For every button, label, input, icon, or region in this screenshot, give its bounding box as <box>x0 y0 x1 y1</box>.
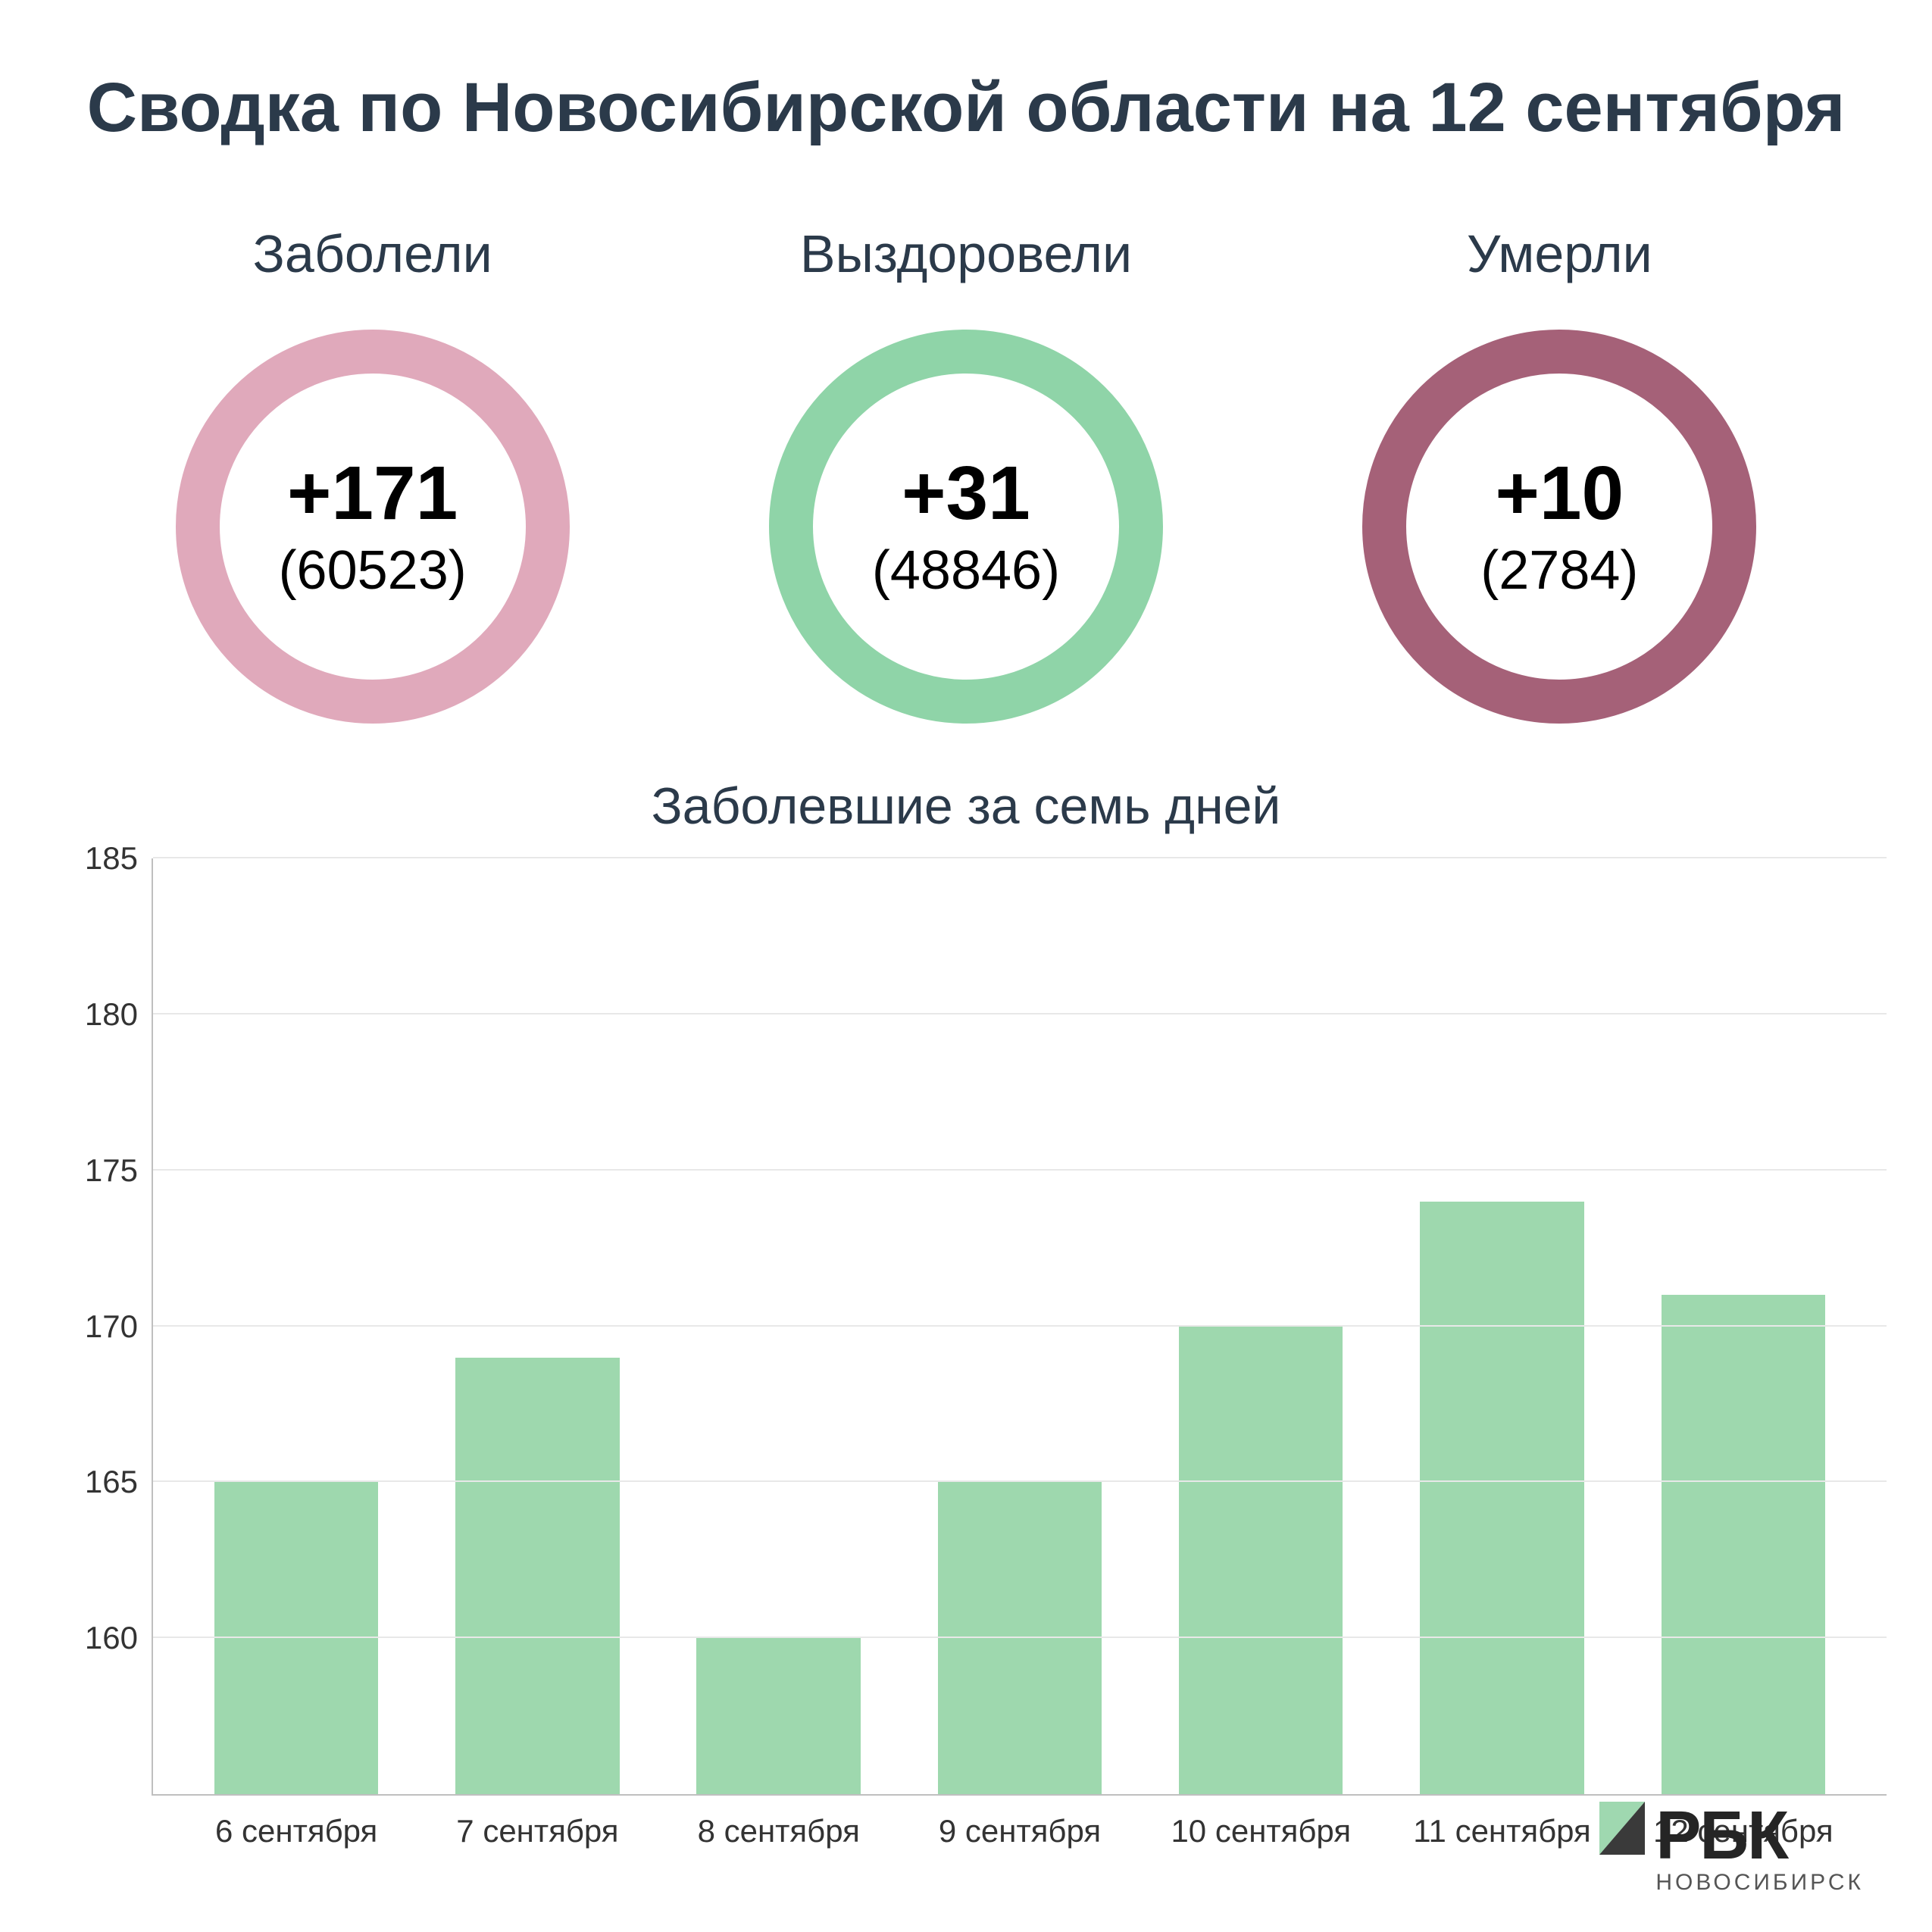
infographic-container: Сводка по Новосибирской области на 12 се… <box>0 0 1932 1932</box>
logo-text-sub: НОВОСИБИРСК <box>1655 1871 1864 1894</box>
chart-x-label: 6 сентября <box>215 1813 377 1849</box>
chart-y-label: 185 <box>85 840 153 877</box>
logo-text-main: РБК <box>1655 1802 1864 1870</box>
chart-gridline: 165 <box>153 1480 1887 1482</box>
chart-bar <box>1420 1202 1583 1794</box>
chart-bar <box>1662 1295 1825 1794</box>
chart-gridline: 160 <box>153 1637 1887 1638</box>
chart-bar <box>455 1358 619 1794</box>
stat-recovered: Выздоровели +31 (48846) <box>769 224 1163 724</box>
chart-bar <box>214 1482 378 1794</box>
stat-label: Заболели <box>253 224 492 284</box>
chart-y-label: 175 <box>85 1152 153 1189</box>
chart-gridline: 185 <box>153 857 1887 858</box>
chart-y-label: 170 <box>85 1308 153 1345</box>
logo-mark-icon <box>1599 1802 1645 1855</box>
stat-ring-deaths: +10 (2784) <box>1362 330 1756 724</box>
stat-total: (2784) <box>1480 539 1638 602</box>
chart-plot: 6 сентября7 сентября8 сентября9 сентября… <box>152 858 1887 1796</box>
stat-ring-infected: +171 (60523) <box>176 330 570 724</box>
stat-delta: +31 <box>902 452 1030 535</box>
chart-bar-wrap: 9 сентября <box>899 858 1140 1794</box>
chart-bars: 6 сентября7 сентября8 сентября9 сентября… <box>153 858 1887 1794</box>
chart-bar-wrap: 12 сентября <box>1623 858 1864 1794</box>
chart-title: Заболевшие за семь дней <box>45 777 1887 836</box>
chart-bar-wrap: 7 сентября <box>417 858 658 1794</box>
chart-bar-wrap: 11 сентября <box>1381 858 1622 1794</box>
chart-bar <box>1179 1327 1343 1795</box>
stat-ring-recovered: +31 (48846) <box>769 330 1163 724</box>
stats-row: Заболели +171 (60523) Выздоровели +31 (4… <box>45 224 1887 724</box>
chart-gridline: 180 <box>153 1013 1887 1014</box>
chart-bar-wrap: 10 сентября <box>1140 858 1381 1794</box>
chart-area: 6 сентября7 сентября8 сентября9 сентября… <box>45 858 1887 1887</box>
chart-x-label: 10 сентября <box>1171 1813 1351 1849</box>
chart-x-label: 9 сентября <box>939 1813 1101 1849</box>
stat-total: (48846) <box>872 539 1060 602</box>
chart-bar-wrap: 6 сентября <box>176 858 417 1794</box>
logo: РБК НОВОСИБИРСК <box>1599 1802 1864 1894</box>
chart-x-label: 11 сентября <box>1413 1813 1591 1849</box>
chart-y-label: 180 <box>85 996 153 1033</box>
chart-x-label: 8 сентября <box>698 1813 860 1849</box>
chart-gridline: 175 <box>153 1169 1887 1171</box>
stat-infected: Заболели +171 (60523) <box>176 224 570 724</box>
stat-deaths: Умерли +10 (2784) <box>1362 224 1756 724</box>
chart-y-label: 160 <box>85 1620 153 1656</box>
stat-label: Умерли <box>1467 224 1652 284</box>
chart-bar <box>938 1482 1102 1794</box>
stat-total: (60523) <box>279 539 467 602</box>
chart-bar <box>696 1638 860 1794</box>
stat-label: Выздоровели <box>800 224 1132 284</box>
stat-delta: +171 <box>287 452 458 535</box>
stat-delta: +10 <box>1495 452 1624 535</box>
chart-y-label: 165 <box>85 1464 153 1500</box>
page-title: Сводка по Новосибирской области на 12 се… <box>45 68 1887 148</box>
logo-text: РБК НОВОСИБИРСК <box>1655 1802 1864 1894</box>
chart-bar-wrap: 8 сентября <box>658 858 899 1794</box>
chart-x-label: 7 сентября <box>456 1813 618 1849</box>
chart-gridline: 170 <box>153 1325 1887 1327</box>
